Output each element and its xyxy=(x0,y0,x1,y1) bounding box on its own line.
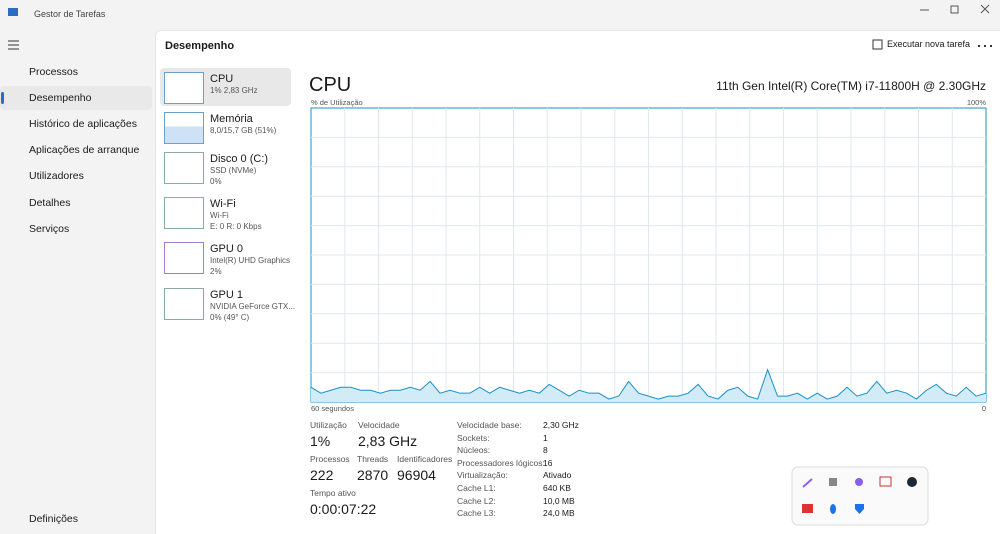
device-name[interactable]: Memória xyxy=(210,113,253,125)
nav-item[interactable]: Histórico de aplicações xyxy=(29,118,137,131)
spec-value: 10,0 MB xyxy=(543,495,575,506)
device-detail: Intel(R) UHD Graphics xyxy=(210,256,291,265)
device-thumbnail xyxy=(164,152,204,184)
y-axis-label: % de Utilização xyxy=(311,98,363,107)
device-detail: Wi-Fi xyxy=(210,211,229,220)
device-thumbnail xyxy=(164,112,204,144)
stat-value: 2870 xyxy=(357,467,389,483)
device-detail: SSD (NVMe) xyxy=(210,166,257,175)
app-title: Gestor de Tarefas xyxy=(34,9,106,19)
detail-title: CPU xyxy=(309,74,352,96)
device-thumbnail xyxy=(164,197,204,229)
stat-value: 2,83 GHz xyxy=(358,433,418,449)
run-task-button[interactable]: Executar nova tarefa xyxy=(887,39,971,49)
cpu-usage-area xyxy=(311,369,986,402)
nav-item[interactable]: Aplicações de arranque xyxy=(29,144,140,157)
device-name[interactable]: GPU 0 xyxy=(210,243,244,255)
device-name[interactable]: CPU xyxy=(210,73,234,85)
device-detail: E: 0 R: 0 Kbps xyxy=(210,222,262,231)
stat-label: Processos xyxy=(310,454,350,464)
spec-value: Ativado xyxy=(543,470,572,481)
stat-value: 1% xyxy=(310,433,331,449)
spec-value: 640 KB xyxy=(543,483,571,493)
stat-label: Threads xyxy=(357,454,389,464)
device-detail: 0% (49° C) xyxy=(210,313,250,322)
device-thumbnail xyxy=(164,288,204,320)
cpu-usage-line xyxy=(310,368,987,400)
x-end-label: 0 xyxy=(981,404,986,413)
spec-label: Cache L1: xyxy=(457,483,496,493)
stat-label: Identificadores xyxy=(397,454,453,464)
nav-item[interactable]: Detalhes xyxy=(29,196,71,209)
nav-item[interactable]: Desempenho xyxy=(29,92,92,105)
spec-label: Cache L2: xyxy=(457,495,496,506)
spec-label: Cache L3: xyxy=(457,508,496,519)
device-detail: 1% 2,83 GHz xyxy=(210,86,258,95)
nav-item[interactable]: Serviços xyxy=(29,222,70,235)
spec-value: 8 xyxy=(543,445,548,456)
device-name[interactable]: GPU 1 xyxy=(210,289,244,301)
cpu-model: 11th Gen Intel(R) Core(TM) i7-11800H @ 2… xyxy=(716,79,986,93)
spec-label: Processadores lógicos: xyxy=(457,457,545,468)
spec-label: Virtualização: xyxy=(457,470,508,481)
device-thumbnail xyxy=(164,72,204,104)
device-thumbnail xyxy=(164,242,204,274)
y-max-label: 100% xyxy=(966,98,986,107)
nav-item[interactable]: Processos xyxy=(29,66,79,78)
section-title: Desempenho xyxy=(165,40,235,52)
stat-label: Velocidade xyxy=(358,420,400,430)
spec-value: 1 xyxy=(543,432,548,443)
spec-label: Sockets: xyxy=(457,432,490,443)
stat-value: 0:00:07:22 xyxy=(310,501,377,517)
x-start-label: 60 segundos xyxy=(311,404,354,413)
spec-label: Núcleos: xyxy=(457,445,491,456)
spec-value: 24,0 MB xyxy=(543,508,575,519)
device-detail: 0% xyxy=(210,177,222,186)
device-name[interactable]: Disco 0 (C:) xyxy=(210,153,269,165)
device-detail: NVIDIA GeForce GTX... xyxy=(210,302,295,311)
spec-value: 2,30 GHz xyxy=(543,420,579,430)
nav-item[interactable]: Utilizadores xyxy=(29,170,84,183)
device-detail: 2% xyxy=(210,267,222,276)
stat-label: Utilização xyxy=(310,420,347,430)
stat-value: 96904 xyxy=(397,467,436,483)
device-detail: 8,0/15,7 GB (51%) xyxy=(210,126,277,135)
stat-value: 222 xyxy=(310,467,334,483)
spec-label: Velocidade base: xyxy=(457,420,522,430)
nav-settings[interactable]: Definições xyxy=(29,513,79,525)
stat-label: Tempo ativo xyxy=(310,488,356,498)
device-name[interactable]: Wi-Fi xyxy=(210,198,236,210)
spec-value: 16 xyxy=(543,457,553,468)
